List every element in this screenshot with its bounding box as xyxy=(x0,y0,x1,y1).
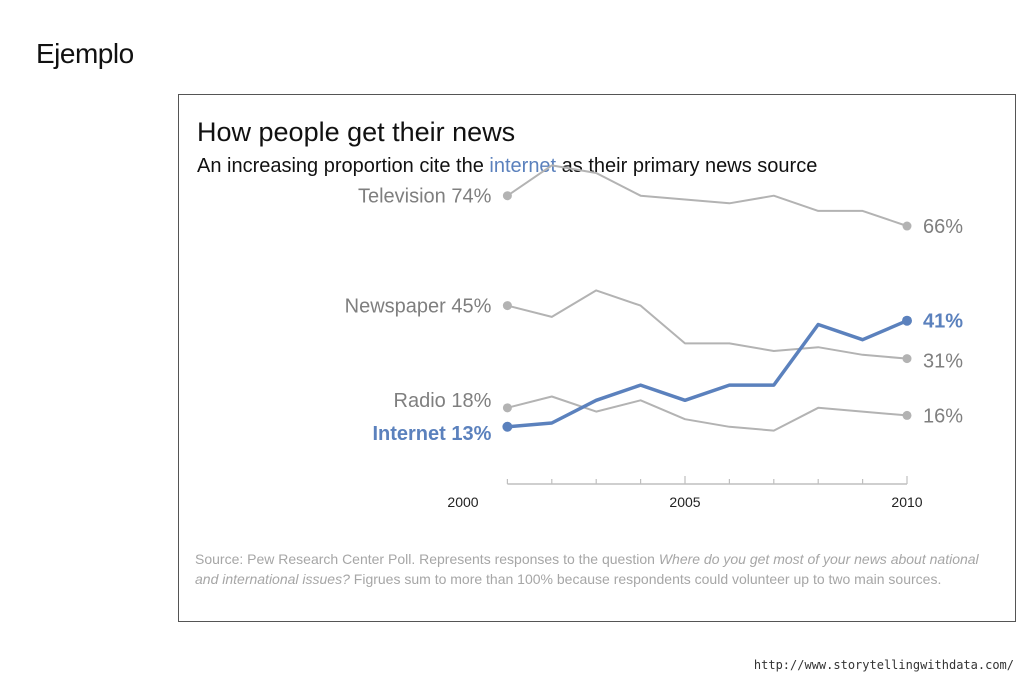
series-end-point-television xyxy=(903,222,912,231)
footer-url: http://www.storytellingwithdata.com/ xyxy=(754,658,1014,672)
series-end-label-radio: 16% xyxy=(923,405,963,427)
source-text-after: Figrues sum to more than 100% because re… xyxy=(350,571,941,587)
series-line-newspaper xyxy=(507,290,907,358)
series-end-label-newspaper: 31% xyxy=(923,351,963,373)
series-start-label-newspaper: Newspaper 45% xyxy=(345,296,492,318)
source-text-before: Source: Pew Research Center Poll. Repres… xyxy=(195,551,659,567)
series-start-point-newspaper xyxy=(503,301,512,310)
series-end-point-internet xyxy=(902,316,912,326)
series-start-point-internet xyxy=(502,422,512,432)
series-start-point-television xyxy=(503,191,512,200)
series-start-label-television: Television 74% xyxy=(358,186,492,208)
x-tick-label: 2000 xyxy=(447,494,478,510)
series-end-point-radio xyxy=(903,411,912,420)
series-end-label-television: 66% xyxy=(923,216,963,238)
x-tick-label: 2005 xyxy=(669,494,700,510)
series-start-label-internet: Internet 13% xyxy=(372,423,491,445)
line-chart: 2000 2005 2010 Television 74% 66% Newspaper 4… xyxy=(179,95,1015,621)
x-tick-label: 2010 xyxy=(891,494,922,510)
chart-frame: How people get their news An increasing … xyxy=(178,94,1016,622)
series-end-point-newspaper xyxy=(903,354,912,363)
series-start-label-radio: Radio 18% xyxy=(394,390,492,412)
series-line-television xyxy=(507,165,907,226)
series-start-point-radio xyxy=(503,403,512,412)
series-end-label-internet: 41% xyxy=(923,311,963,333)
source-note: Source: Pew Research Center Poll. Repres… xyxy=(195,549,995,589)
slide-title: Ejemplo xyxy=(36,38,134,70)
